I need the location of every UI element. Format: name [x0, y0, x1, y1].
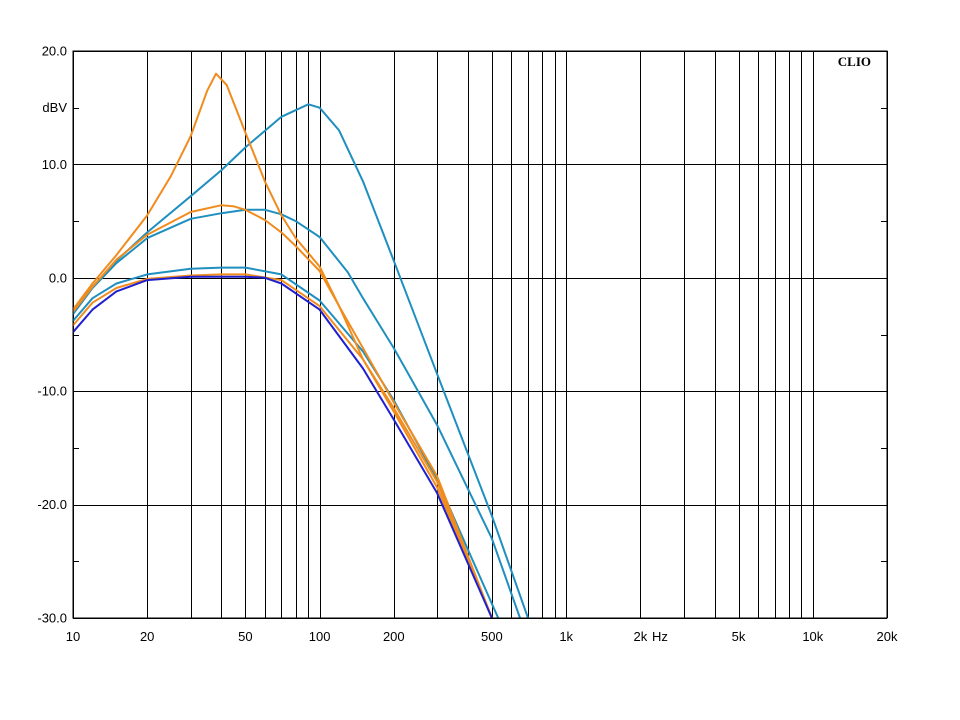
- y-axis-label: dBV: [42, 100, 67, 115]
- x-axis-ticks: 10 20 50 100 200 500 1k 2k 5k 10k 20k: [66, 629, 898, 644]
- y-tick-label: -20.0: [37, 497, 67, 512]
- series-line-3: [73, 266, 500, 618]
- x-tick-label: 1k: [559, 629, 573, 644]
- y-tick-label: 0.0: [49, 270, 67, 285]
- x-tick-label: 500: [481, 629, 503, 644]
- y-tick-label: 10.0: [42, 157, 67, 172]
- y-tick-label: -30.0: [37, 611, 67, 626]
- series-line-6: [73, 273, 493, 618]
- x-tick-label: 20k: [877, 629, 898, 644]
- clio-brand-label: CLIO: [838, 54, 871, 69]
- y-tick-label: 20.0: [42, 44, 67, 59]
- plot-frame: [72, 50, 888, 619]
- x-tick-label: 10: [66, 629, 80, 644]
- x-tick-label: 100: [309, 629, 331, 644]
- x-tick-label: 20: [140, 629, 154, 644]
- x-tick-label: 5k: [732, 629, 746, 644]
- y-tick-label: -10.0: [37, 384, 67, 399]
- series-group: [73, 72, 529, 618]
- series-line-7: [73, 275, 493, 618]
- x-tick-label: 200: [383, 629, 405, 644]
- x-tick-label: 10k: [802, 629, 823, 644]
- series-line-5: [73, 204, 493, 618]
- y-axis-ticks: 20.0 10.0 0.0 -10.0 -20.0 -30.0: [37, 44, 67, 626]
- x-tick-label: 2k: [634, 629, 648, 644]
- x-axis-label: Hz: [652, 629, 668, 644]
- x-tick-label: 50: [238, 629, 252, 644]
